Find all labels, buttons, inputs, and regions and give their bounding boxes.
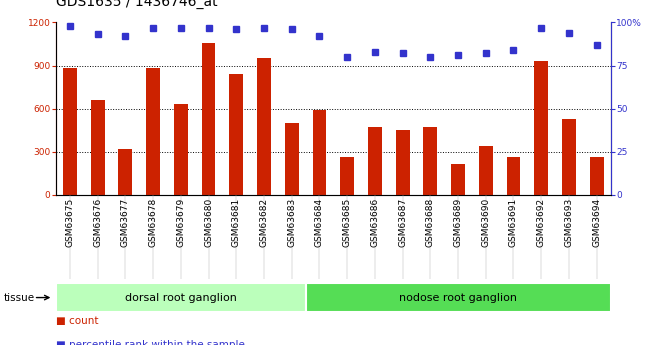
- Text: GSM63688: GSM63688: [426, 197, 435, 247]
- Bar: [341, 157, 354, 195]
- Text: GSM63691: GSM63691: [509, 197, 518, 247]
- Text: GSM63690: GSM63690: [481, 197, 490, 247]
- Text: GSM63681: GSM63681: [232, 197, 241, 247]
- Text: GSM63689: GSM63689: [453, 197, 463, 247]
- Bar: [368, 127, 382, 195]
- Text: GSM63686: GSM63686: [370, 197, 380, 247]
- Bar: [395, 130, 409, 195]
- Bar: [91, 100, 104, 195]
- Text: GSM63678: GSM63678: [148, 197, 158, 247]
- Text: nodose root ganglion: nodose root ganglion: [399, 293, 517, 303]
- Text: GSM63685: GSM63685: [343, 197, 352, 247]
- Bar: [56, 283, 306, 312]
- Text: GSM63676: GSM63676: [93, 197, 102, 247]
- Bar: [257, 58, 271, 195]
- Text: GSM63683: GSM63683: [287, 197, 296, 247]
- Bar: [119, 149, 132, 195]
- Text: GSM63684: GSM63684: [315, 197, 324, 247]
- Bar: [306, 283, 610, 312]
- Text: GSM63694: GSM63694: [592, 197, 601, 247]
- Bar: [230, 74, 243, 195]
- Text: GSM63682: GSM63682: [259, 197, 269, 247]
- Bar: [284, 123, 298, 195]
- Text: GSM63693: GSM63693: [564, 197, 574, 247]
- Text: GSM63679: GSM63679: [176, 197, 185, 247]
- Text: GSM63675: GSM63675: [65, 197, 75, 247]
- Text: tissue: tissue: [3, 293, 34, 303]
- Bar: [202, 42, 215, 195]
- Bar: [562, 119, 576, 195]
- Bar: [451, 164, 465, 195]
- Text: ■ percentile rank within the sample: ■ percentile rank within the sample: [56, 340, 245, 345]
- Text: ■ count: ■ count: [56, 316, 98, 326]
- Bar: [174, 104, 187, 195]
- Bar: [507, 157, 520, 195]
- Bar: [590, 157, 604, 195]
- Bar: [535, 61, 548, 195]
- Text: GSM63687: GSM63687: [398, 197, 407, 247]
- Bar: [147, 68, 160, 195]
- Text: dorsal root ganglion: dorsal root ganglion: [125, 293, 237, 303]
- Bar: [479, 146, 492, 195]
- Text: GDS1635 / 1436746_at: GDS1635 / 1436746_at: [56, 0, 218, 9]
- Bar: [63, 68, 77, 195]
- Text: GSM63677: GSM63677: [121, 197, 130, 247]
- Text: GSM63692: GSM63692: [537, 197, 546, 247]
- Bar: [424, 127, 437, 195]
- Bar: [313, 110, 326, 195]
- Text: GSM63680: GSM63680: [204, 197, 213, 247]
